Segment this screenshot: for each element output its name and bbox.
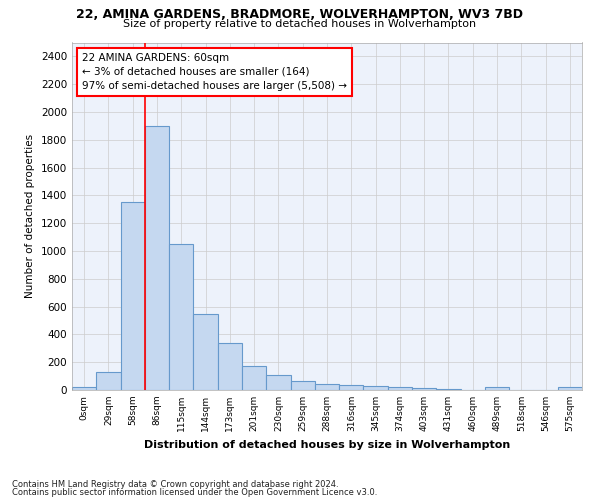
- Text: Contains HM Land Registry data © Crown copyright and database right 2024.: Contains HM Land Registry data © Crown c…: [12, 480, 338, 489]
- X-axis label: Distribution of detached houses by size in Wolverhampton: Distribution of detached houses by size …: [144, 440, 510, 450]
- Bar: [145, 126, 169, 390]
- Bar: [169, 244, 193, 390]
- Text: 22 AMINA GARDENS: 60sqm
← 3% of detached houses are smaller (164)
97% of semi-de: 22 AMINA GARDENS: 60sqm ← 3% of detached…: [82, 53, 347, 91]
- Bar: [218, 342, 242, 390]
- Bar: [364, 386, 388, 390]
- Bar: [485, 387, 509, 390]
- Bar: [121, 202, 145, 390]
- Bar: [193, 314, 218, 390]
- Bar: [96, 372, 121, 390]
- Bar: [339, 385, 364, 390]
- Bar: [242, 366, 266, 390]
- Bar: [72, 388, 96, 390]
- Bar: [412, 388, 436, 390]
- Bar: [388, 387, 412, 390]
- Bar: [558, 388, 582, 390]
- Bar: [290, 381, 315, 390]
- Bar: [266, 374, 290, 390]
- Bar: [315, 384, 339, 390]
- Y-axis label: Number of detached properties: Number of detached properties: [25, 134, 35, 298]
- Text: Contains public sector information licensed under the Open Government Licence v3: Contains public sector information licen…: [12, 488, 377, 497]
- Text: Size of property relative to detached houses in Wolverhampton: Size of property relative to detached ho…: [124, 19, 476, 29]
- Text: 22, AMINA GARDENS, BRADMORE, WOLVERHAMPTON, WV3 7BD: 22, AMINA GARDENS, BRADMORE, WOLVERHAMPT…: [77, 8, 523, 20]
